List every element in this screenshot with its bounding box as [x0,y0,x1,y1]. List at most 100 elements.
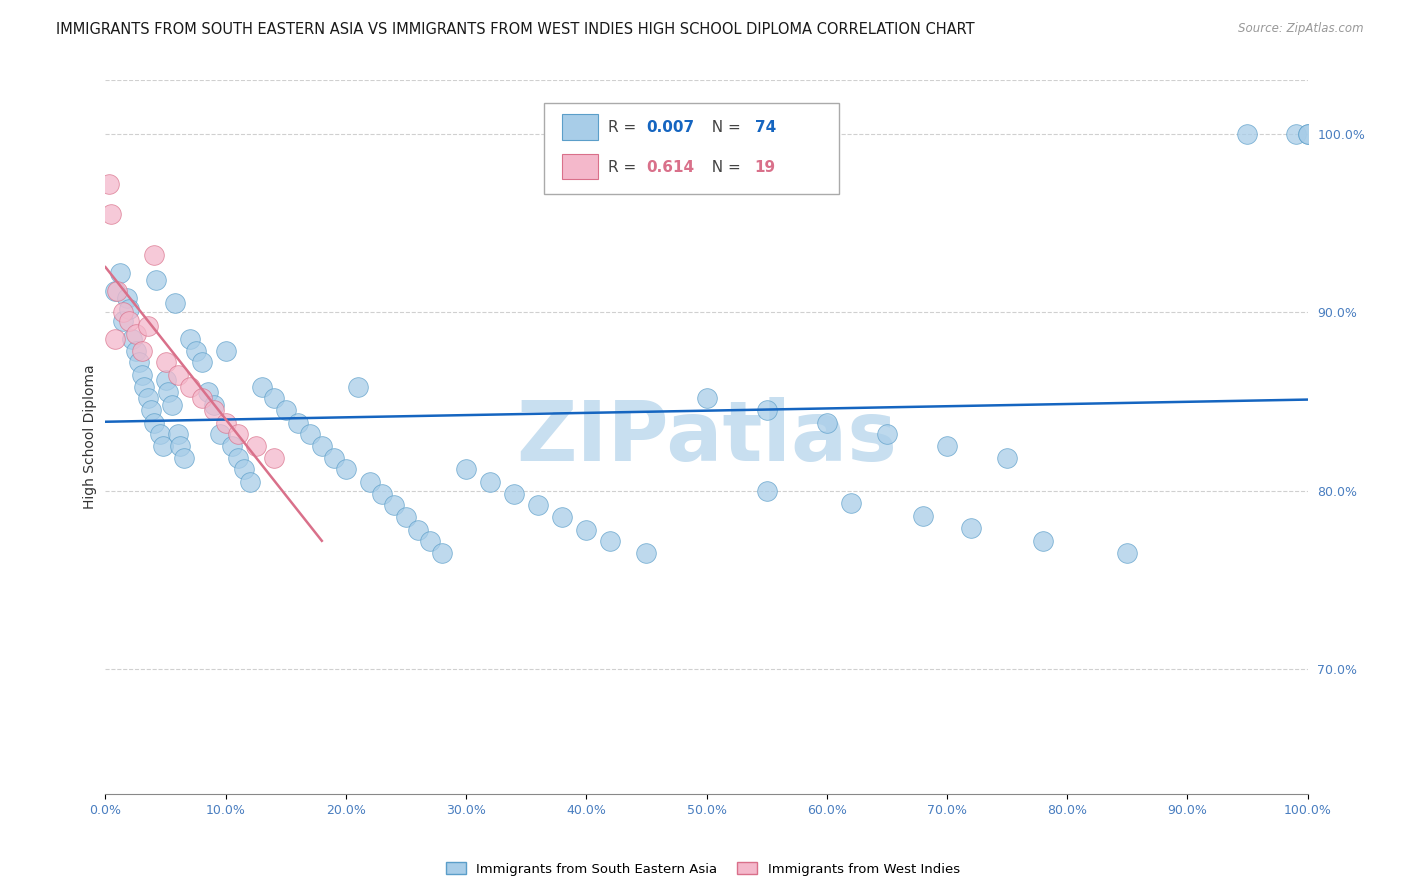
Point [347,380,370,394]
Point [184,344,207,359]
Point [145,273,167,287]
Point [1032,533,1054,548]
Text: ZIPatlas: ZIPatlas [516,397,897,477]
Point [371,487,394,501]
Point [107,284,129,298]
Point [202,398,225,412]
Legend: Immigrants from South Eastern Asia, Immigrants from West Indies: Immigrants from South Eastern Asia, Immi… [441,857,965,881]
Point [165,296,187,310]
Point [190,391,212,405]
Point [131,368,153,382]
Point [142,416,165,430]
Point [202,403,225,417]
Point [815,416,838,430]
Point [239,475,262,489]
Point [155,355,177,369]
Text: 0.614: 0.614 [647,160,695,175]
Text: Source: ZipAtlas.com: Source: ZipAtlas.com [1239,22,1364,36]
Point [112,314,135,328]
Text: R =: R = [607,120,641,135]
Point [503,487,526,501]
Point [551,510,574,524]
Point [1116,546,1139,560]
Point [382,498,405,512]
Point [322,451,344,466]
Point [118,314,141,328]
Point [1284,127,1306,141]
Point [960,521,983,535]
Point [936,439,959,453]
Point [395,510,418,524]
Point [152,439,174,453]
Point [142,248,165,262]
Point [226,451,249,466]
Point [156,385,179,400]
Point [527,498,550,512]
Point [287,416,309,430]
FancyBboxPatch shape [562,153,599,179]
FancyBboxPatch shape [562,114,599,139]
Point [166,426,188,441]
Point [274,403,297,417]
Point [148,426,170,441]
Point [335,462,357,476]
Point [169,439,191,453]
Point [179,332,201,346]
Point [214,344,236,359]
Point [1236,127,1258,141]
Point [839,496,862,510]
Point [359,475,381,489]
Point [263,451,285,466]
Point [108,266,131,280]
Point [221,439,243,453]
Point [755,483,778,498]
Point [115,291,138,305]
Point [1296,127,1319,141]
Point [166,368,188,382]
Point [575,523,598,537]
Point [128,355,150,369]
Text: 19: 19 [755,160,776,175]
Point [155,373,177,387]
Point [454,462,477,476]
Point [197,385,219,400]
Point [232,462,254,476]
Text: 0.007: 0.007 [647,120,695,135]
FancyBboxPatch shape [544,103,839,194]
Point [131,344,153,359]
Text: 74: 74 [755,120,776,135]
Point [104,332,127,346]
Point [190,355,212,369]
Text: IMMIGRANTS FROM SOUTH EASTERN ASIA VS IMMIGRANTS FROM WEST INDIES HIGH SCHOOL DI: IMMIGRANTS FROM SOUTH EASTERN ASIA VS IM… [56,22,974,37]
Point [112,305,135,319]
Point [298,426,321,441]
Point [179,380,201,394]
Point [250,380,273,394]
Point [263,391,285,405]
Point [136,319,159,334]
Point [132,380,155,394]
Point [911,508,934,523]
Point [100,207,122,221]
Point [214,416,236,430]
Text: N =: N = [702,120,745,135]
Y-axis label: High School Diploma: High School Diploma [83,365,97,509]
Point [124,326,146,341]
Point [98,177,121,191]
Point [696,391,718,405]
Point [124,344,146,359]
Point [173,451,195,466]
Point [406,523,429,537]
Point [430,546,453,560]
Text: R =: R = [607,160,641,175]
Point [121,332,143,346]
Point [104,284,127,298]
Point [599,533,621,548]
Point [419,533,441,548]
Point [208,426,231,441]
Point [755,403,778,417]
Point [245,439,267,453]
Point [876,426,898,441]
Point [160,398,183,412]
Point [311,439,333,453]
